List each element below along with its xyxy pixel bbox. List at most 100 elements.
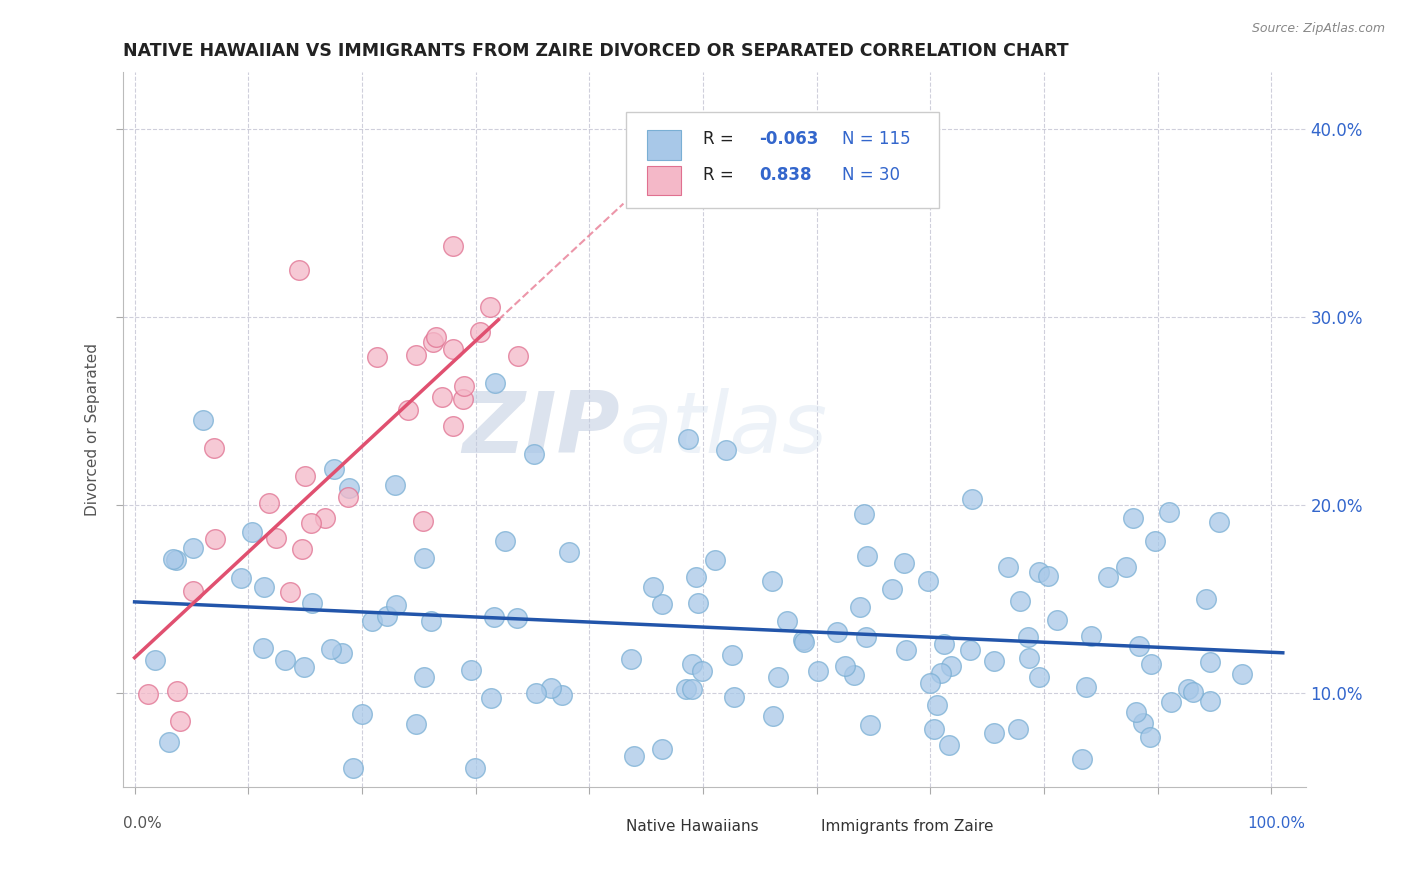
Point xyxy=(292,659,315,673)
Point xyxy=(920,675,942,690)
Point xyxy=(1070,752,1092,766)
Point xyxy=(451,392,474,406)
Point xyxy=(314,511,336,525)
Point xyxy=(651,742,673,756)
Point xyxy=(882,582,904,597)
Point xyxy=(337,491,360,505)
Point xyxy=(959,643,981,657)
Point xyxy=(523,447,546,461)
Point xyxy=(997,559,1019,574)
Point xyxy=(932,637,955,651)
Point xyxy=(855,630,877,644)
Point xyxy=(1128,640,1150,654)
Point xyxy=(405,348,427,362)
Point xyxy=(166,684,188,698)
Point xyxy=(540,681,562,695)
Point xyxy=(1139,657,1161,671)
Point xyxy=(893,556,915,570)
Point xyxy=(181,541,204,556)
Text: Source: ZipAtlas.com: Source: ZipAtlas.com xyxy=(1251,22,1385,36)
Point xyxy=(204,532,226,546)
Point xyxy=(792,632,814,647)
Point xyxy=(844,668,866,682)
Point xyxy=(1115,560,1137,574)
Point xyxy=(1074,680,1097,694)
Point xyxy=(551,688,574,702)
Point xyxy=(360,614,382,628)
Text: N = 115: N = 115 xyxy=(842,130,911,148)
Point xyxy=(960,492,983,507)
Point xyxy=(1018,651,1040,665)
Point xyxy=(1198,656,1220,670)
Point xyxy=(204,441,226,455)
Point xyxy=(425,330,447,344)
Point xyxy=(723,690,745,704)
Point xyxy=(505,610,527,624)
Point xyxy=(413,671,436,685)
Text: N = 30: N = 30 xyxy=(842,166,900,184)
Point xyxy=(464,761,486,775)
Point xyxy=(405,717,427,731)
Point xyxy=(165,552,187,566)
Point xyxy=(827,624,849,639)
Point xyxy=(384,478,406,492)
Point xyxy=(859,717,882,731)
Point xyxy=(441,342,464,356)
Point xyxy=(716,443,738,458)
Point xyxy=(278,584,301,599)
Point xyxy=(136,687,159,701)
Point xyxy=(927,698,949,712)
Point xyxy=(1182,685,1205,699)
Point xyxy=(301,596,323,610)
Point xyxy=(193,413,215,427)
Point xyxy=(482,610,505,624)
Text: 0.0%: 0.0% xyxy=(124,815,162,830)
Point xyxy=(479,691,502,706)
Point xyxy=(768,670,790,684)
Point xyxy=(253,580,276,594)
Point xyxy=(1208,516,1230,530)
Point xyxy=(441,239,464,253)
Point xyxy=(366,350,388,364)
Text: atlas: atlas xyxy=(620,388,828,471)
Point xyxy=(181,584,204,599)
Point xyxy=(1198,694,1220,708)
Point xyxy=(422,334,444,349)
Point xyxy=(681,657,703,671)
FancyBboxPatch shape xyxy=(626,112,939,208)
Point xyxy=(983,726,1005,740)
Point xyxy=(681,681,703,696)
Point xyxy=(1007,722,1029,736)
Point xyxy=(441,418,464,433)
Point xyxy=(252,641,274,656)
Point xyxy=(651,597,673,611)
Point xyxy=(413,550,436,565)
Point xyxy=(685,570,707,584)
Point xyxy=(1195,592,1218,607)
Point xyxy=(686,596,709,610)
Point xyxy=(240,524,263,539)
Point xyxy=(337,481,360,495)
Point xyxy=(929,666,952,681)
Point xyxy=(761,574,783,588)
Point xyxy=(855,549,877,564)
Text: ZIP: ZIP xyxy=(463,388,620,471)
Point xyxy=(291,542,314,557)
Point xyxy=(676,432,699,446)
Point xyxy=(453,378,475,392)
Text: R =: R = xyxy=(703,166,744,184)
Point xyxy=(1177,682,1199,697)
Point xyxy=(1160,696,1182,710)
Point xyxy=(460,663,482,677)
Point xyxy=(169,714,191,729)
Point xyxy=(484,376,506,390)
Point xyxy=(468,325,491,339)
Point xyxy=(412,514,434,528)
Text: NATIVE HAWAIIAN VS IMMIGRANTS FROM ZAIRE DIVORCED OR SEPARATED CORRELATION CHART: NATIVE HAWAIIAN VS IMMIGRANTS FROM ZAIRE… xyxy=(124,42,1069,60)
Point xyxy=(1028,670,1050,684)
FancyBboxPatch shape xyxy=(778,817,814,837)
Point xyxy=(288,263,311,277)
Y-axis label: Divorced or Separated: Divorced or Separated xyxy=(86,343,100,516)
FancyBboxPatch shape xyxy=(647,130,682,160)
Point xyxy=(983,654,1005,668)
